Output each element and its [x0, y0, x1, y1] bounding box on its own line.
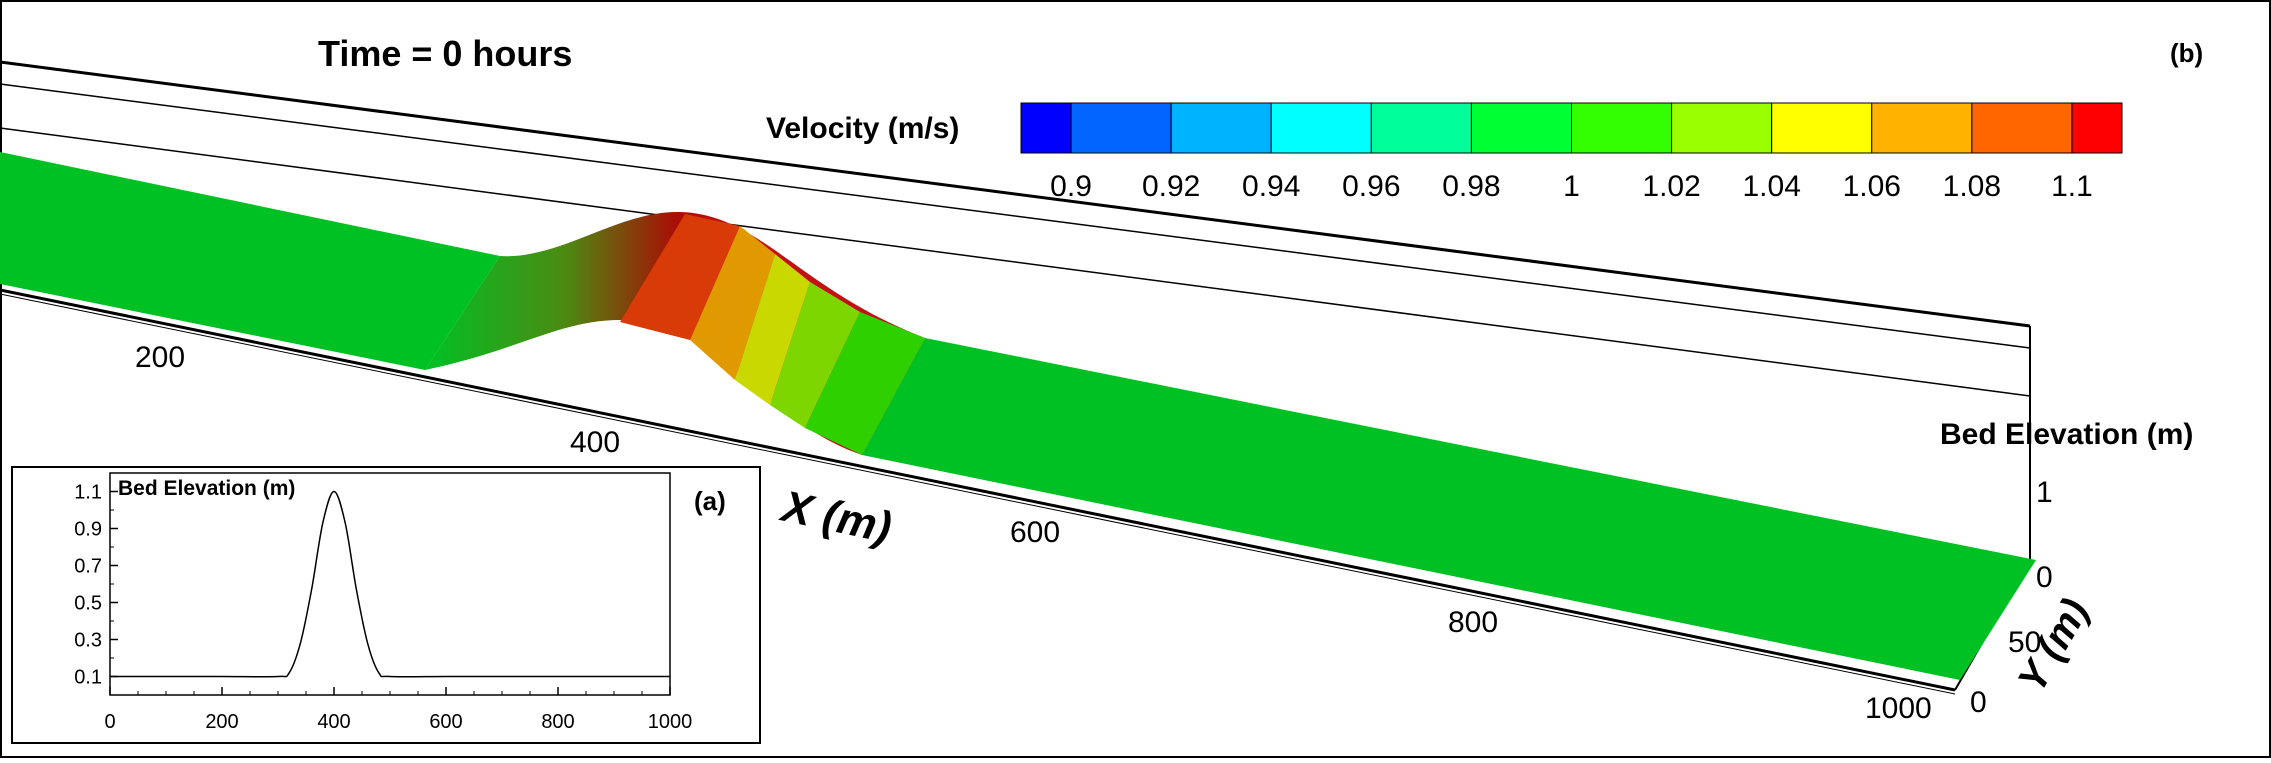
box-front-edge	[0, 288, 1956, 692]
colorbar-tick-label: 0.98	[1442, 170, 1500, 203]
inset-x-tick-label: 0	[104, 711, 115, 733]
colorbar-tick-label: 1	[1563, 170, 1580, 203]
hump-band-orange-red	[620, 214, 740, 340]
z-axis-label: Bed Elevation (m)	[1940, 418, 2193, 451]
colorbar-tick-label: 0.92	[1142, 170, 1200, 203]
inset-title: Bed Elevation (m)	[118, 477, 295, 500]
y-tick-0-top: 0	[2036, 561, 2053, 594]
surface-downstream	[862, 338, 2036, 680]
y-tick-50: 50	[2008, 626, 2041, 659]
box-mid-back-edge	[0, 83, 2031, 349]
colorbar-tick-label: 0.9	[1050, 170, 1092, 203]
panel-b-label: (b)	[2170, 38, 2203, 68]
colorbar-tick-label: 1.04	[1742, 170, 1800, 203]
hump-band-yellow	[735, 254, 810, 405]
inset-axes: 0 200 400 600 800 1000 0.1 0.3 0.5 0.7 0.9 1.1	[74, 482, 692, 734]
inset-frame	[11, 466, 761, 744]
inset-y-tick-label: 1.1	[74, 482, 102, 504]
colorbar-tick-label: 1.08	[1943, 170, 2001, 203]
y-tick-0-bottom: 0	[1970, 686, 1987, 719]
colorbar-tick-label: 0.94	[1242, 170, 1300, 203]
inset-x-tick-label: 400	[317, 711, 350, 733]
hump-band-lime	[770, 282, 860, 428]
inset-x-tick-label: 1000	[648, 711, 693, 733]
box-top-back-edge	[0, 60, 2031, 328]
surface-upstream	[0, 152, 500, 370]
colorbar-tick-label: 1.06	[1843, 170, 1901, 203]
colorbar-cell	[1871, 102, 1973, 154]
colorbar-cell	[2071, 102, 2123, 154]
colorbar-cell	[1270, 102, 1372, 154]
colorbar-cell	[1370, 102, 1472, 154]
colorbar-tick-label: 1.1	[2051, 170, 2093, 203]
box-front-edge-inner	[0, 293, 1956, 695]
inset-y-tick-label: 0.7	[74, 556, 102, 578]
hump-band-green	[805, 312, 925, 455]
panel-a-label: (a)	[694, 486, 726, 516]
hump-band-orange	[690, 226, 775, 380]
z-tick-1: 1	[2036, 476, 2053, 509]
domain-box	[0, 60, 2031, 695]
colorbar-tick-label: 1.02	[1642, 170, 1700, 203]
x-tick-200: 200	[135, 341, 185, 374]
x-tick-1000: 1000	[1865, 692, 1932, 725]
colorbar-cell	[1671, 102, 1773, 154]
colorbar-title: Velocity (m/s)	[766, 112, 959, 145]
time-label: Time = 0 hours	[318, 33, 572, 74]
bed-surface	[0, 152, 2036, 680]
inset-y-tick-label: 0.9	[74, 519, 102, 541]
colorbar-cell	[1070, 102, 1172, 154]
colorbar-cell	[1470, 102, 1572, 154]
inset-x-tick-label: 800	[541, 711, 574, 733]
inset-y-tick-label: 0.5	[74, 593, 102, 615]
colorbar-cell	[1170, 102, 1272, 154]
colorbar-cell	[1971, 102, 2073, 154]
inset-panel-a: Bed Elevation (m) (a) 0 200 400 600 800 10000…	[11, 466, 761, 744]
colorbar-cell	[1020, 102, 1072, 154]
colorbar-cell	[1771, 102, 1873, 154]
inset-y-tick-label: 0.3	[74, 630, 102, 652]
x-tick-400: 400	[570, 426, 620, 459]
inset-x-tick-label: 600	[429, 711, 462, 733]
colorbar-tick-label: 0.96	[1342, 170, 1400, 203]
x-tick-600: 600	[1010, 516, 1060, 549]
box-base-back-edge	[0, 127, 2031, 397]
velocity-colorbar: 0.9 0.92 0.94 0.96 0.98 1 1.02 1.04 1.06 1.08 1.1	[1020, 102, 2123, 203]
x-tick-800: 800	[1448, 606, 1498, 639]
inset-y-tick-label: 0.1	[74, 667, 102, 689]
colorbar-cell	[1571, 102, 1673, 154]
inset-x-tick-label: 200	[205, 711, 238, 733]
bed-elevation-line	[109, 490, 671, 678]
